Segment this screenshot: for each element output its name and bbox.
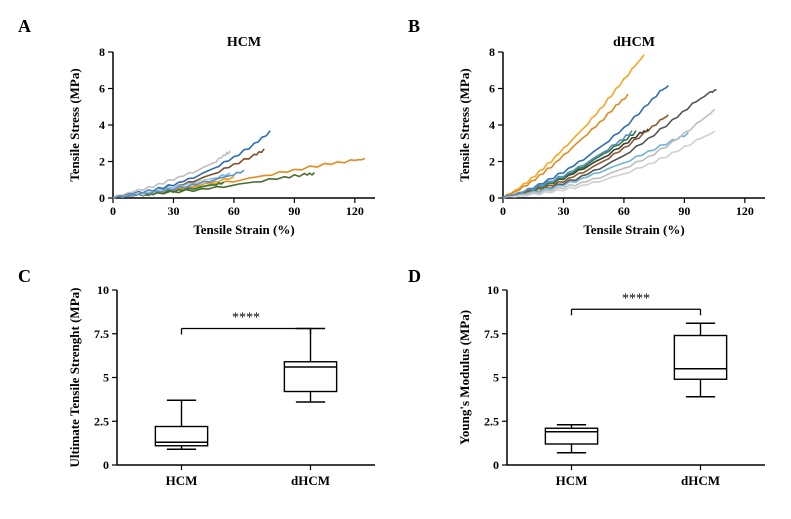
svg-text:0: 0	[489, 191, 495, 205]
svg-text:7.5: 7.5	[484, 327, 499, 341]
svg-text:60: 60	[228, 204, 240, 218]
svg-text:10: 10	[487, 283, 499, 297]
svg-text:5: 5	[493, 371, 499, 385]
svg-text:0: 0	[493, 458, 499, 472]
svg-text:5: 5	[103, 371, 109, 385]
svg-text:30: 30	[557, 204, 569, 218]
chart-b: dHCM 0 30 60 90 120 0 2 4 6 8 Tensile Strain (%) Ten…	[455, 30, 775, 240]
svg-text:0: 0	[99, 191, 105, 205]
svg-text:7.5: 7.5	[94, 327, 109, 341]
svg-text:****: ****	[232, 311, 260, 326]
svg-text:****: ****	[622, 291, 650, 306]
svg-text:dHCM: dHCM	[613, 35, 655, 50]
svg-text:8: 8	[99, 45, 105, 59]
svg-text:0: 0	[110, 204, 116, 218]
svg-text:HCM: HCM	[227, 35, 261, 50]
svg-text:Tensile Stress (MPa): Tensile Stress (MPa)	[457, 68, 472, 181]
chart-a: HCM 0 30 60 90 120 0 2 4 6 8 Tensile Strain (%) Tens…	[65, 30, 385, 240]
svg-text:90: 90	[288, 204, 300, 218]
svg-text:Ultimate Tensile Strenght (MPa: Ultimate Tensile Strenght (MPa)	[67, 288, 82, 468]
svg-text:dHCM: dHCM	[291, 473, 330, 488]
svg-text:4: 4	[99, 118, 105, 132]
svg-text:dHCM: dHCM	[681, 473, 720, 488]
svg-text:6: 6	[489, 82, 495, 96]
svg-text:90: 90	[678, 204, 690, 218]
chart-c: 0 2.5 5 7.5 10 HCM dHCM Ultimate Tensile Streng…	[65, 280, 385, 505]
svg-text:8: 8	[489, 45, 495, 59]
svg-text:Tensile Strain (%): Tensile Strain (%)	[193, 222, 294, 237]
chart-d: 0 2.5 5 7.5 10 HCM dHCM Young's Modulus (MPa) **…	[455, 280, 775, 505]
svg-text:120: 120	[346, 204, 364, 218]
svg-text:120: 120	[736, 204, 754, 218]
svg-text:6: 6	[99, 82, 105, 96]
svg-text:HCM: HCM	[556, 473, 588, 488]
svg-text:2: 2	[489, 155, 495, 169]
panel-d-label: D	[408, 266, 421, 287]
panel-c-label: C	[18, 266, 31, 287]
svg-text:2.5: 2.5	[484, 414, 499, 428]
panel-a-label: A	[18, 16, 31, 37]
svg-text:30: 30	[167, 204, 179, 218]
svg-text:Young's Modulus (MPa): Young's Modulus (MPa)	[457, 310, 472, 445]
svg-text:HCM: HCM	[166, 473, 198, 488]
svg-text:0: 0	[500, 204, 506, 218]
svg-text:Tensile Stress (MPa): Tensile Stress (MPa)	[67, 68, 82, 181]
svg-text:4: 4	[489, 118, 495, 132]
svg-text:60: 60	[618, 204, 630, 218]
panel-b-label: B	[408, 16, 420, 37]
svg-text:2: 2	[99, 155, 105, 169]
svg-text:10: 10	[97, 283, 109, 297]
svg-text:2.5: 2.5	[94, 414, 109, 428]
svg-text:Tensile Strain (%): Tensile Strain (%)	[583, 222, 684, 237]
svg-text:0: 0	[103, 458, 109, 472]
